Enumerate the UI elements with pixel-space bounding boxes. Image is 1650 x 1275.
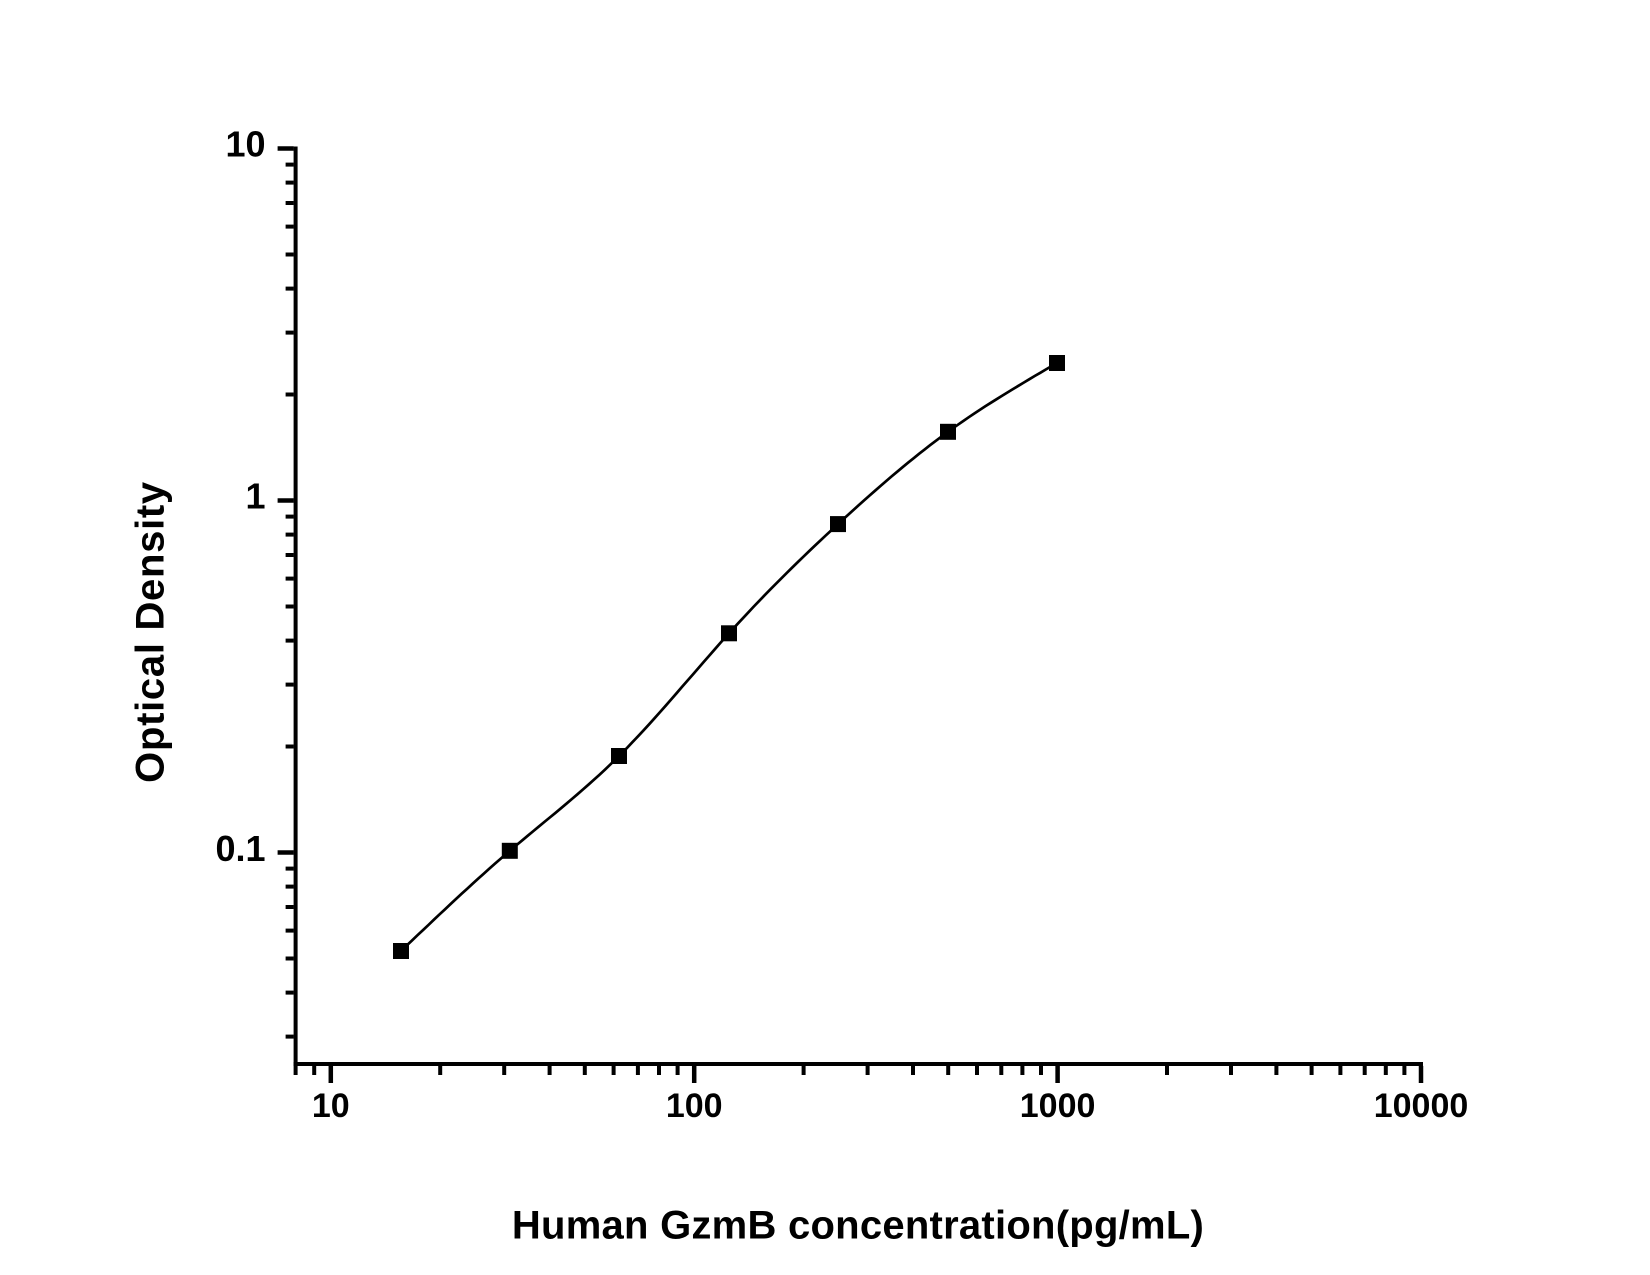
svg-text:0.1: 0.1 xyxy=(215,828,265,869)
svg-text:10: 10 xyxy=(225,124,265,165)
svg-text:Optical Density: Optical Density xyxy=(129,481,173,783)
svg-text:10000: 10000 xyxy=(1374,1087,1469,1125)
svg-text:1000: 1000 xyxy=(1020,1087,1096,1125)
svg-text:10: 10 xyxy=(312,1087,350,1125)
svg-text:Human GzmB concentration(pg/mL: Human GzmB concentration(pg/mL) xyxy=(512,1204,1204,1248)
svg-text:100: 100 xyxy=(666,1087,723,1125)
svg-text:1: 1 xyxy=(245,476,265,517)
